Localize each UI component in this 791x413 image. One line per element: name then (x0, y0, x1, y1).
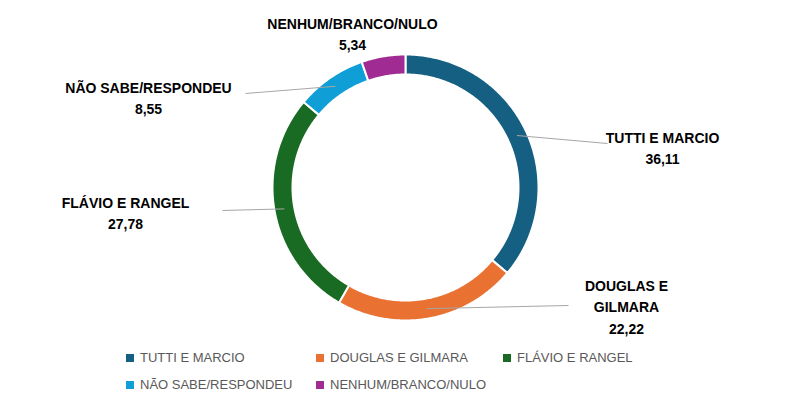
svg-text:TUTTI E MARCIO36,11: TUTTI E MARCIO36,11 (606, 130, 720, 168)
svg-text:NENHUM/BRANCO/NULO5,34: NENHUM/BRANCO/NULO5,34 (267, 16, 437, 54)
html-text:FLÁVIO E RANGEL: FLÁVIO E RANGEL (517, 350, 633, 365)
html-text:NÃO SABE/RESPONDEU: NÃO SABE/RESPONDEU (140, 377, 293, 392)
svg-text:NÃO SABE/RESPONDEU8,55: NÃO SABE/RESPONDEU8,55 (65, 79, 231, 118)
html-text:TUTTI E MARCIO: TUTTI E MARCIO (140, 350, 245, 365)
svg-text:FLÁVIO E RANGEL27,78: FLÁVIO E RANGEL27,78 (62, 195, 190, 233)
html-text:NENHUM/BRANCO/NULO: NENHUM/BRANCO/NULO (330, 377, 486, 392)
html-text:DOUGLAS E GILMARA: DOUGLAS E GILMARA (330, 350, 468, 365)
svg-text:DOUGLAS EGILMARA22,22: DOUGLAS EGILMARA22,22 (585, 278, 668, 337)
